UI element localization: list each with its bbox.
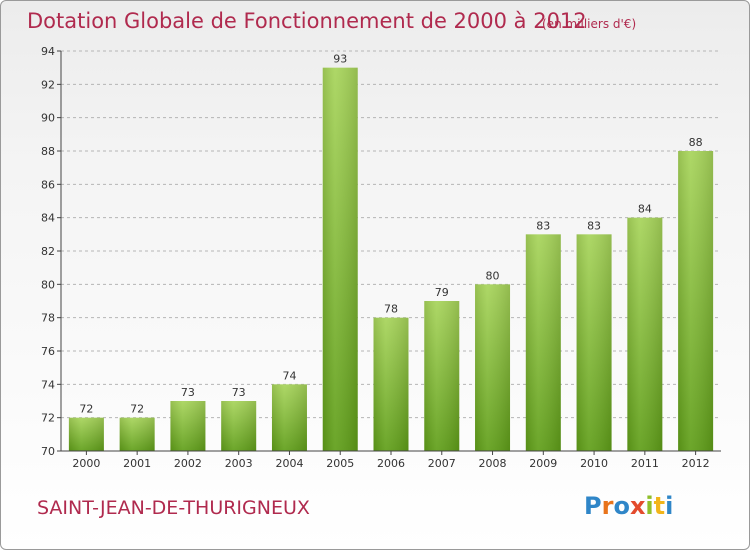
bar-chart: 70 72 74 76 78 80 82 84 86 88 90 92 94 2000 2001 2002 20… bbox=[41, 45, 721, 470]
data-label: 72 bbox=[130, 403, 144, 416]
data-label: 88 bbox=[689, 136, 703, 149]
y-tick-label: 74 bbox=[41, 378, 55, 391]
bar-shading bbox=[373, 317, 409, 451]
x-tick-label: 2000 bbox=[72, 457, 100, 470]
data-label: 80 bbox=[486, 269, 500, 282]
y-tick-label: 90 bbox=[41, 112, 55, 125]
y-tick-label: 70 bbox=[41, 445, 55, 458]
bar-shading bbox=[271, 384, 307, 451]
x-tick-label: 2012 bbox=[682, 457, 710, 470]
bar-shading bbox=[678, 151, 714, 451]
commune-name: SAINT-JEAN-DE-THURIGNEUX bbox=[37, 497, 310, 519]
y-tick-label: 82 bbox=[41, 245, 55, 258]
chart-subtitle: (en milliers d'€) bbox=[542, 17, 637, 31]
y-tick-label: 80 bbox=[41, 278, 55, 291]
y-tick-label: 88 bbox=[41, 145, 55, 158]
proxiti-logo: Proxiti bbox=[584, 492, 673, 520]
bar-shading bbox=[119, 417, 155, 451]
x-tick-label: 2009 bbox=[529, 457, 557, 470]
x-tick-label: 2008 bbox=[479, 457, 507, 470]
y-tick-label: 92 bbox=[41, 78, 55, 91]
bar-layer bbox=[68, 67, 714, 452]
bar-shading bbox=[221, 401, 257, 451]
data-label: 73 bbox=[181, 386, 195, 399]
data-label: 83 bbox=[587, 219, 601, 232]
y-tick-label: 76 bbox=[41, 345, 55, 358]
data-label: 78 bbox=[384, 303, 398, 316]
bar-shading bbox=[576, 234, 612, 451]
logo-letter: P bbox=[584, 492, 602, 520]
bar-shading bbox=[475, 284, 511, 451]
bar-shading bbox=[424, 301, 460, 451]
x-tick-label: 2001 bbox=[123, 457, 151, 470]
x-tick-label: 2003 bbox=[225, 457, 253, 470]
data-label: 84 bbox=[638, 203, 652, 216]
data-label: 74 bbox=[282, 369, 296, 382]
logo-letter: r bbox=[601, 492, 614, 520]
logo-letter: x bbox=[629, 492, 646, 520]
x-tick-label: 2005 bbox=[326, 457, 354, 470]
chart-title: Dotation Globale de Fonctionnement de 20… bbox=[27, 9, 587, 33]
bar-shading bbox=[68, 417, 104, 451]
x-tick-label: 2002 bbox=[174, 457, 202, 470]
logo-letter: t bbox=[653, 492, 666, 520]
data-label: 79 bbox=[435, 286, 449, 299]
x-tick-label: 2006 bbox=[377, 457, 405, 470]
y-tick-label: 72 bbox=[41, 412, 55, 425]
label-layer: 72 72 73 73 74 93 78 79 80 83 83 84 88 bbox=[79, 53, 702, 416]
data-label: 83 bbox=[536, 219, 550, 232]
data-label: 72 bbox=[79, 403, 93, 416]
y-tick-label: 78 bbox=[41, 312, 55, 325]
logo-letter: i bbox=[645, 492, 654, 520]
x-tick-label: 2011 bbox=[631, 457, 659, 470]
y-tick-label: 86 bbox=[41, 178, 55, 191]
bar-shading bbox=[627, 217, 663, 451]
y-tick-label: 84 bbox=[41, 212, 55, 225]
data-label: 73 bbox=[232, 386, 246, 399]
x-tick-label: 2007 bbox=[428, 457, 456, 470]
bar-shading bbox=[170, 401, 206, 451]
axis-layer: 70 72 74 76 78 80 82 84 86 88 90 92 94 2000 2001 2002 20… bbox=[41, 45, 721, 470]
bar-shading bbox=[322, 67, 358, 452]
x-tick-label: 2004 bbox=[275, 457, 303, 470]
data-label: 93 bbox=[333, 53, 347, 66]
x-tick-label: 2010 bbox=[580, 457, 608, 470]
logo-letter: i bbox=[665, 492, 674, 520]
bar-shading bbox=[525, 234, 561, 451]
y-tick-label: 94 bbox=[41, 45, 55, 58]
logo-letter: o bbox=[613, 492, 630, 520]
